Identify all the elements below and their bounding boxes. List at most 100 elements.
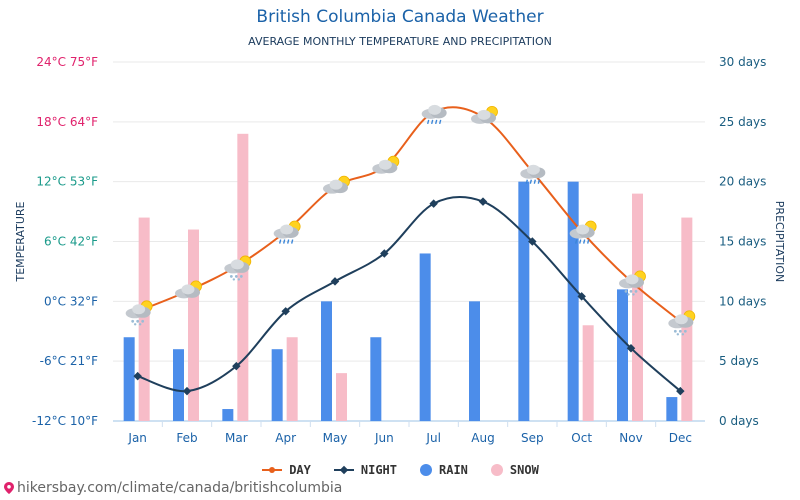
y-tick-label-left: 0°C 32°F — [44, 294, 98, 308]
night-line — [137, 195, 681, 393]
y-tick-label-left: 18°C 64°F — [36, 115, 98, 129]
raindrop — [290, 239, 294, 244]
raindrop — [525, 179, 529, 184]
raindrop — [430, 119, 434, 125]
y-tick-label-right: 30 days — [719, 55, 766, 69]
x-tick-label: Nov — [619, 431, 642, 445]
rain-bar — [222, 409, 234, 421]
sun-cloud-weather-icon — [175, 280, 202, 299]
legend-item-day[interactable]: DAY — [261, 463, 311, 477]
night-point — [330, 277, 340, 286]
snow-sun-weather-icon — [125, 300, 153, 326]
snowflake — [624, 289, 628, 293]
rain-bar — [370, 337, 382, 421]
y-tick-label-left: 12°C 53°F — [36, 175, 98, 189]
x-tick-label: Jun — [374, 431, 394, 445]
legend-rain-label: RAIN — [439, 463, 468, 477]
rain-cloud-weather-icon — [520, 164, 546, 184]
rain-bar — [518, 181, 530, 421]
raindrop — [286, 239, 290, 244]
night-point — [133, 371, 142, 381]
snow-sun-weather-icon — [619, 270, 646, 296]
night-point — [577, 292, 586, 301]
night-point — [478, 197, 488, 206]
rain-bar — [567, 181, 579, 421]
sun-cloud-weather-icon — [372, 155, 400, 174]
chart-title: British Columbia Canada Weather — [256, 7, 544, 27]
cloud-icon — [329, 179, 343, 190]
x-tick-label: Aug — [471, 431, 494, 445]
snowflake — [141, 319, 145, 323]
snowflake — [632, 293, 635, 296]
rain-bar — [666, 397, 678, 421]
cloud-icon — [428, 104, 442, 115]
night-point — [182, 386, 192, 396]
night-point — [676, 386, 685, 396]
x-tick-label: Jul — [425, 431, 440, 445]
x-tick-label: Dec — [669, 431, 692, 445]
x-tick-label: Jan — [127, 431, 147, 445]
raindrop — [578, 239, 582, 244]
night-point — [281, 307, 290, 316]
y-tick-label-right: 15 days — [719, 235, 766, 249]
cloud-icon — [230, 259, 244, 270]
x-tick-label: Apr — [275, 431, 296, 445]
legend-night-label: NIGHT — [360, 463, 397, 477]
y-tick-label-left: 24°C 75°F — [36, 55, 98, 69]
snowflake — [681, 333, 685, 336]
snowflake — [678, 329, 682, 333]
legend-item-snow[interactable]: SNOW — [490, 463, 539, 477]
snowflake — [232, 278, 236, 281]
chart-subtitle: AVERAGE MONTHLY TEMPERATURE AND PRECIPIT… — [248, 35, 552, 48]
snowflake — [629, 289, 633, 293]
raindrop — [574, 239, 578, 244]
raindrop — [537, 179, 541, 184]
snowflake — [234, 275, 238, 278]
cloud-icon — [625, 274, 639, 285]
y-tick-label-right: 25 days — [719, 115, 766, 129]
rain-sun-weather-icon — [273, 220, 301, 244]
legend-snow-marker — [490, 464, 503, 476]
y-tick-label-left: -12°C 10°F — [32, 414, 98, 428]
cloud-icon — [280, 224, 294, 235]
raindrop — [438, 119, 442, 125]
snow-bar — [188, 229, 199, 421]
weather-chart: 24°C 75°F 18°C 64°F 12°C 53°F 6°C 42°F 0°C 3… — [14, 55, 786, 445]
snow-bar — [286, 337, 298, 421]
snow-sun-weather-icon — [668, 310, 696, 336]
day-line — [137, 106, 681, 323]
sun-cloud-weather-icon — [471, 105, 498, 124]
x-tick-label: Sep — [521, 431, 544, 445]
raindrop — [278, 239, 282, 244]
snowflake — [136, 319, 140, 323]
snowflake — [239, 275, 243, 278]
source-link-text: hikersbay.com/climate/canada/britishcolu… — [17, 480, 343, 496]
legend-snow-label: SNOW — [509, 463, 539, 477]
legend-item-rain[interactable]: RAIN — [419, 463, 468, 477]
cloud-icon — [576, 224, 590, 235]
y-tick-label-left: -6°C 21°F — [40, 354, 98, 368]
source-link[interactable]: hikersbay.com/climate/canada/britishcolu… — [4, 480, 342, 496]
rain-sun-weather-icon — [569, 220, 597, 244]
night-point — [232, 361, 241, 371]
snowflake — [229, 275, 233, 278]
legend-rain-marker — [420, 464, 432, 476]
snowflake — [634, 289, 638, 293]
legend-day-label: DAY — [289, 463, 311, 477]
snowflake — [673, 329, 677, 333]
legend-item-night[interactable]: NIGHT — [333, 463, 397, 477]
y-axis-title-left: TEMPERATURE — [14, 201, 27, 282]
chart-legend: DAY NIGHT RAIN SNOW — [0, 463, 800, 477]
snowflake — [131, 319, 135, 323]
cloud-icon — [526, 164, 540, 175]
raindrop — [586, 239, 590, 244]
map-pin-icon — [4, 482, 14, 494]
rain-bar — [321, 301, 332, 421]
snow-bar — [237, 133, 249, 422]
rain-bar — [123, 337, 135, 421]
y-tick-label-right: 0 days — [719, 414, 759, 428]
night-point — [380, 249, 389, 258]
cloud-icon — [181, 284, 195, 295]
y-axis-title-right: PRECIPITATION — [773, 201, 786, 282]
snow-bar — [632, 193, 643, 421]
